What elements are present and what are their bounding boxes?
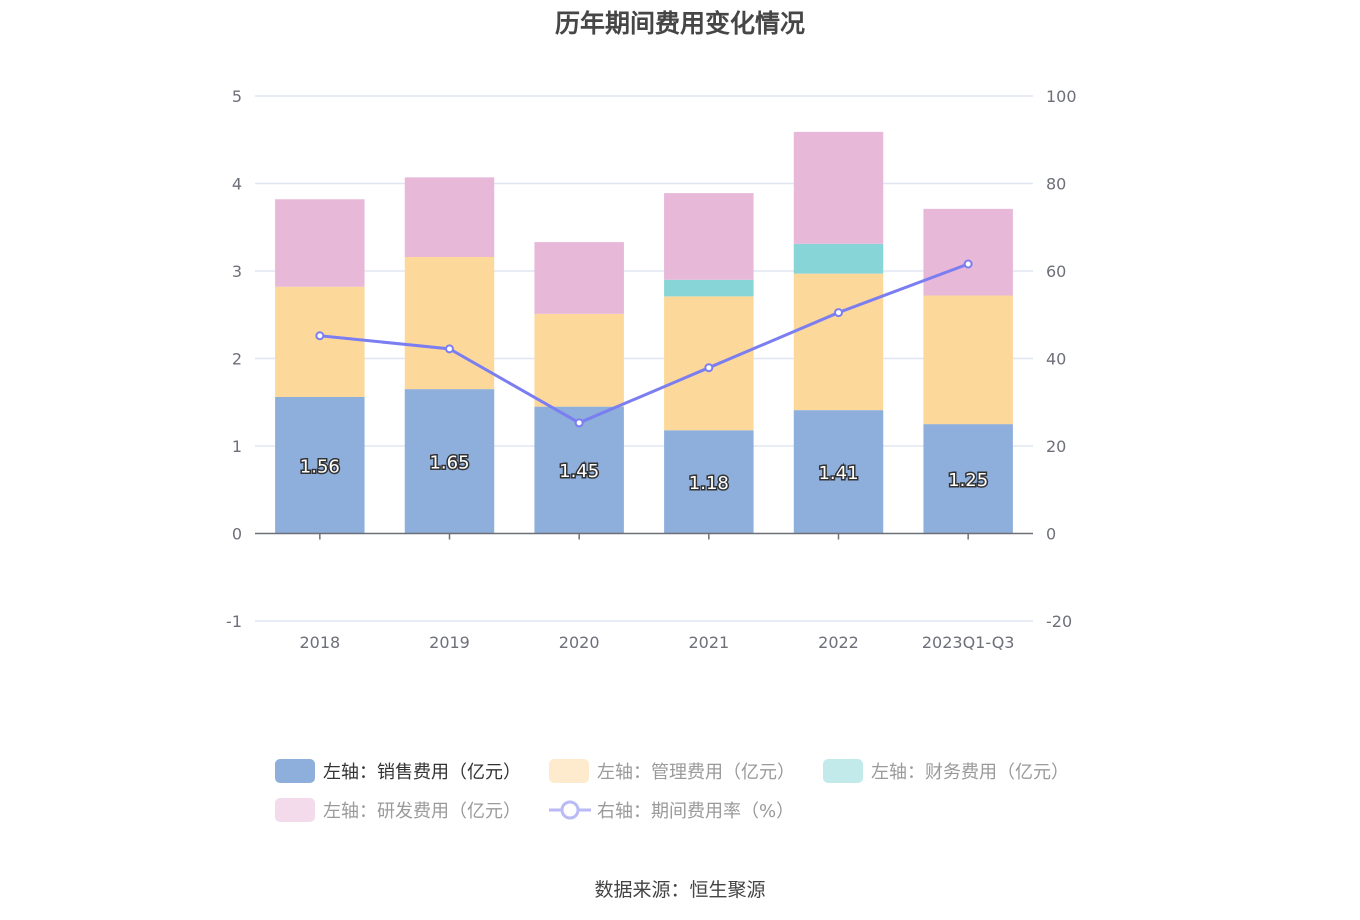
bar-segment: [404, 257, 495, 390]
legend-swatch-icon: [823, 759, 863, 783]
y-right-tick-label: -20: [1046, 612, 1072, 631]
legend-row: 左轴：销售费用（亿元） 左轴：管理费用（亿元） 左轴：财务费用（亿元）: [275, 757, 1105, 785]
x-axis-tick-label: 2019: [429, 633, 470, 652]
legend-label: 左轴：销售费用（亿元）: [323, 762, 521, 783]
bar-segment: [793, 273, 884, 411]
y-left-tick-label: 5: [232, 87, 242, 106]
legend-item[interactable]: 左轴：财务费用（亿元）: [823, 758, 1069, 784]
bar-data-label: 1.18: [689, 473, 729, 494]
legend: 左轴：销售费用（亿元） 左轴：管理费用（亿元） 左轴：财务费用（亿元） 左轴：研发费…: [275, 757, 1105, 835]
data-source-note: 数据来源：恒生聚源: [594, 879, 766, 901]
legend-row: 左轴：研发费用（亿元） 右轴：期间费用率（%）: [275, 796, 1105, 824]
rate-line-point: [315, 331, 325, 341]
bar-segment: [275, 397, 365, 534]
bar-data-label: 1.41: [818, 463, 858, 484]
bar-data-label: 1.65: [429, 452, 469, 473]
bar-segment: [275, 199, 365, 287]
x-axis-tick-label: 2023Q1-Q3: [922, 633, 1015, 652]
bar-segment: [534, 242, 624, 314]
y-left-tick-label: 1: [232, 437, 242, 456]
bars: [275, 131, 1013, 534]
y-right-tick-label: 40: [1046, 350, 1066, 369]
y-right-tick-label: 80: [1046, 175, 1066, 194]
legend-item[interactable]: 左轴：销售费用（亿元）: [275, 758, 521, 784]
x-axis-tick-label: 2022: [818, 633, 859, 652]
bar-segment: [275, 286, 365, 397]
axes: -1 0 1 2 3 4 5 -20 0 20 40 60 80 100 2018 2019 2020 2021 2…: [226, 87, 1077, 652]
bar-data-label: 1.56: [300, 456, 340, 477]
rate-line-series: [315, 259, 973, 428]
data-labels: 1.56 1.65 1.45 1.18 1.41 1.25: [298, 451, 989, 496]
legend-swatch-icon: [275, 798, 315, 822]
x-axis-tick-label: 2020: [559, 633, 600, 652]
legend-swatch-icon: [549, 759, 589, 783]
bar-segment: [923, 208, 1013, 296]
rate-line-point: [834, 308, 843, 318]
legend-label: 左轴：财务费用（亿元）: [871, 762, 1069, 783]
rate-line-point: [963, 259, 973, 269]
x-axis-tick-label: 2018: [299, 633, 340, 652]
y-left-tick-label: 3: [232, 262, 242, 281]
bar-segment: [793, 131, 884, 244]
legend-line-marker-icon: [549, 800, 591, 820]
legend-item[interactable]: 左轴：管理费用（亿元）: [549, 758, 795, 784]
legend-item[interactable]: 右轴：期间费用率（%）: [549, 797, 794, 823]
legend-swatch-icon: [275, 759, 315, 783]
bar-segment: [793, 410, 884, 534]
bar-segment: [404, 177, 495, 257]
bar-segment: [534, 313, 624, 407]
y-left-tick-label: 4: [232, 175, 242, 194]
bar-data-label: 1.45: [559, 461, 599, 482]
bar-segment: [404, 389, 495, 534]
bar-segment: [793, 243, 884, 274]
y-right-tick-label: 0: [1046, 525, 1056, 544]
y-right-tick-label: 60: [1046, 262, 1066, 281]
rate-line: [319, 262, 969, 425]
rate-line-point: [704, 363, 714, 373]
rate-line-point: [574, 418, 584, 428]
grid-lines: [255, 95, 1033, 622]
y-left-tick-label: 0: [232, 525, 242, 544]
y-left-tick-label: 2: [232, 350, 242, 369]
rate-line-point: [445, 344, 454, 354]
y-left-tick-label: -1: [226, 612, 242, 631]
legend-item[interactable]: 左轴：研发费用（亿元）: [275, 797, 521, 823]
bar-segment: [664, 193, 754, 280]
bar-segment: [664, 430, 754, 534]
bar-data-label: 1.25: [948, 470, 988, 491]
y-right-tick-label: 100: [1046, 87, 1077, 106]
legend-label: 右轴：期间费用率（%）: [597, 801, 795, 822]
legend-label: 左轴：管理费用（亿元）: [597, 762, 795, 783]
bar-segment: [923, 424, 1013, 534]
bar-segment: [664, 279, 754, 297]
x-axis-tick-label: 2021: [688, 633, 729, 652]
chart-title: 历年期间费用变化情况: [554, 9, 805, 38]
y-right-tick-label: 20: [1046, 437, 1066, 456]
bar-segment: [923, 295, 1013, 425]
legend-label: 左轴：研发费用（亿元）: [323, 801, 521, 822]
bar-segment: [534, 406, 624, 534]
